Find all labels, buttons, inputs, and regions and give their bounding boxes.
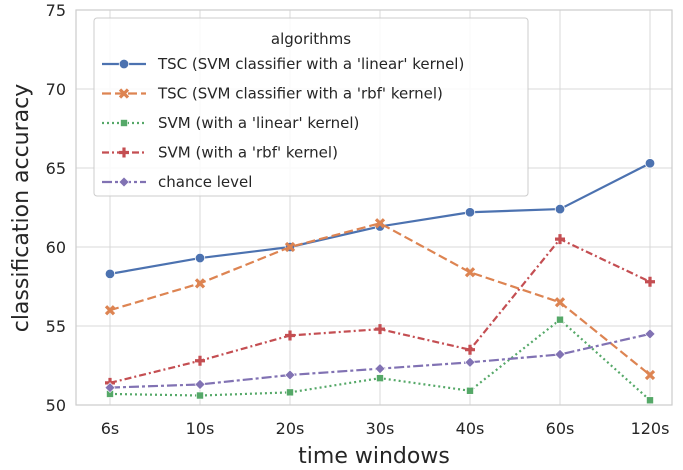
data-point [644,158,656,169]
data-point [104,305,116,316]
data-point [645,276,655,287]
data-point [374,363,386,375]
data-point [194,252,206,264]
series-group [104,158,656,405]
legend-item: TSC (SVM classifier with a 'rbf' kernel) [102,85,443,103]
data-point [104,268,116,280]
x-tick-label: 60s [546,419,575,438]
data-point [556,315,564,324]
data-point [466,386,474,395]
legend-item: SVM (with a 'rbf' kernel) [102,144,338,162]
y-tick-label: 50 [46,396,66,415]
x-axis-label: time windows [298,444,450,469]
x-tick-label: 120s [631,419,670,438]
legend-item: SVM (with a 'linear' kernel) [102,114,359,132]
data-point [284,241,296,253]
data-point [284,369,296,381]
legend: algorithms TSC (SVM classifier with a 'l… [93,17,529,197]
x-tick-label: 10s [186,419,215,438]
data-point [194,379,206,390]
data-point [196,391,204,400]
y-tick-labels: 50 55 60 65 70 75 [46,1,66,415]
y-tick-label: 60 [46,238,66,257]
legend-label: SVM (with a 'linear' kernel) [158,114,359,132]
data-point [376,374,384,382]
legend-marker [120,119,128,127]
data-point [286,388,294,397]
legend-marker [119,147,129,158]
data-point [375,324,385,335]
data-point [464,267,476,278]
data-point [554,203,566,215]
series-2 [104,218,656,381]
data-point [194,278,206,289]
x-tick-label: 6s [101,419,120,438]
legend-item: TSC (SVM classifier with a 'linear' kern… [102,55,464,73]
legend-title: algorithms [271,30,351,48]
y-axis-label: classification accuracy [9,84,34,333]
data-point [644,328,656,340]
x-tick-label: 20s [276,419,305,438]
data-point [464,356,476,368]
data-point [554,297,566,308]
data-point [554,349,566,360]
legend-item: chance level [102,173,252,191]
data-point [464,207,476,218]
legend-marker [118,58,130,70]
legend-items: TSC (SVM classifier with a 'linear' kern… [102,55,464,191]
plot-frame [75,9,673,406]
data-point [465,344,475,355]
legend-marker [118,88,130,99]
x-tick-label: 40s [456,419,485,438]
data-point [644,369,656,381]
data-point [646,396,654,405]
legend-box [93,17,529,197]
x-tick-label: 30s [366,419,395,438]
data-point [195,355,205,366]
legend-marker [118,176,130,188]
y-tick-label: 70 [46,80,66,99]
series-3 [106,315,654,405]
series-5 [104,328,656,394]
y-tick-label: 55 [46,317,66,336]
legend-label: TSC (SVM classifier with a 'linear' kern… [157,55,464,73]
legend-label: SVM (with a 'rbf' kernel) [158,144,338,162]
data-point [285,330,295,341]
y-tick-label: 65 [46,159,66,178]
legend-label: chance level [158,173,252,191]
data-point [374,218,386,229]
legend-label: TSC (SVM classifier with a 'rbf' kernel) [157,85,443,103]
x-tick-labels: 6s 10s 20s 30s 40s 60s 120s [101,419,670,438]
data-point [104,382,116,394]
data-point [555,234,565,245]
y-tick-label: 75 [46,1,66,20]
